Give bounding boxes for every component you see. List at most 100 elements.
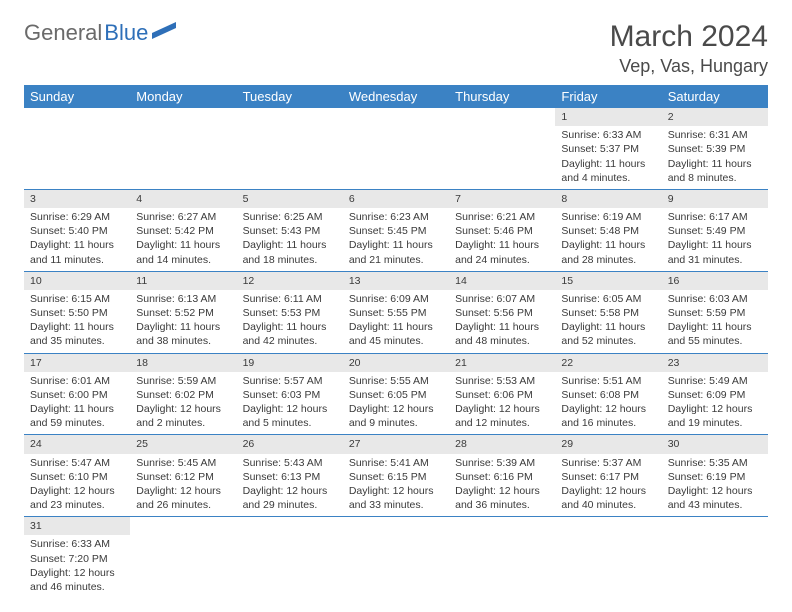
daylight-text: Daylight: 12 hours and 9 minutes. <box>349 402 443 430</box>
sunrise-text: Sunrise: 6:17 AM <box>668 210 762 224</box>
day-cell: Sunrise: 5:37 AMSunset: 6:17 PMDaylight:… <box>555 454 661 517</box>
sunrise-text: Sunrise: 5:55 AM <box>349 374 443 388</box>
sunset-text: Sunset: 5:37 PM <box>561 142 655 156</box>
daylight-text: Daylight: 12 hours and 5 minutes. <box>243 402 337 430</box>
day-cell <box>130 535 236 598</box>
day-number-cell: 29 <box>555 435 661 454</box>
day-number-cell: 16 <box>662 271 768 290</box>
sunset-text: Sunset: 5:58 PM <box>561 306 655 320</box>
day-number-cell: 3 <box>24 189 130 208</box>
day-cell: Sunrise: 5:43 AMSunset: 6:13 PMDaylight:… <box>237 454 343 517</box>
sunset-text: Sunset: 5:40 PM <box>30 224 124 238</box>
daylight-text: Daylight: 11 hours and 59 minutes. <box>30 402 124 430</box>
day-cell: Sunrise: 5:59 AMSunset: 6:02 PMDaylight:… <box>130 372 236 435</box>
day-header: Wednesday <box>343 85 449 108</box>
day-cell: Sunrise: 6:11 AMSunset: 5:53 PMDaylight:… <box>237 290 343 353</box>
sunset-text: Sunset: 5:39 PM <box>668 142 762 156</box>
sunrise-text: Sunrise: 6:05 AM <box>561 292 655 306</box>
sunset-text: Sunset: 5:52 PM <box>136 306 230 320</box>
sunrise-text: Sunrise: 6:23 AM <box>349 210 443 224</box>
daylight-text: Daylight: 11 hours and 18 minutes. <box>243 238 337 266</box>
daylight-text: Daylight: 12 hours and 12 minutes. <box>455 402 549 430</box>
daylight-text: Daylight: 11 hours and 48 minutes. <box>455 320 549 348</box>
daylight-text: Daylight: 11 hours and 14 minutes. <box>136 238 230 266</box>
daylight-text: Daylight: 11 hours and 11 minutes. <box>30 238 124 266</box>
daylight-text: Daylight: 11 hours and 4 minutes. <box>561 157 655 185</box>
sunset-text: Sunset: 5:53 PM <box>243 306 337 320</box>
sunset-text: Sunset: 5:59 PM <box>668 306 762 320</box>
sunset-text: Sunset: 5:55 PM <box>349 306 443 320</box>
sunset-text: Sunset: 6:10 PM <box>30 470 124 484</box>
location: Vep, Vas, Hungary <box>610 56 768 77</box>
daylight-text: Daylight: 12 hours and 33 minutes. <box>349 484 443 512</box>
day-cell <box>449 126 555 189</box>
day-number-cell: 21 <box>449 353 555 372</box>
sunset-text: Sunset: 6:05 PM <box>349 388 443 402</box>
day-number-cell <box>130 108 236 126</box>
day-cell: Sunrise: 6:25 AMSunset: 5:43 PMDaylight:… <box>237 208 343 271</box>
sunset-text: Sunset: 7:20 PM <box>30 552 124 566</box>
day-cell: Sunrise: 6:19 AMSunset: 5:48 PMDaylight:… <box>555 208 661 271</box>
sunrise-text: Sunrise: 6:27 AM <box>136 210 230 224</box>
day-number-cell: 30 <box>662 435 768 454</box>
day-number-cell <box>555 517 661 536</box>
day-number-cell <box>662 517 768 536</box>
day-number-cell: 27 <box>343 435 449 454</box>
daylight-text: Daylight: 11 hours and 35 minutes. <box>30 320 124 348</box>
daylight-text: Daylight: 11 hours and 21 minutes. <box>349 238 443 266</box>
day-number-cell <box>237 517 343 536</box>
sunset-text: Sunset: 5:46 PM <box>455 224 549 238</box>
day-number-cell: 23 <box>662 353 768 372</box>
day-number-cell <box>237 108 343 126</box>
day-number-cell: 19 <box>237 353 343 372</box>
sunset-text: Sunset: 6:08 PM <box>561 388 655 402</box>
sunrise-text: Sunrise: 6:33 AM <box>30 537 124 551</box>
day-cell <box>24 126 130 189</box>
day-number-cell: 25 <box>130 435 236 454</box>
sunrise-text: Sunrise: 5:35 AM <box>668 456 762 470</box>
day-number-cell <box>343 517 449 536</box>
sunset-text: Sunset: 6:17 PM <box>561 470 655 484</box>
title-block: March 2024 Vep, Vas, Hungary <box>610 20 768 77</box>
sunrise-text: Sunrise: 5:59 AM <box>136 374 230 388</box>
day-cell: Sunrise: 6:13 AMSunset: 5:52 PMDaylight:… <box>130 290 236 353</box>
day-cell: Sunrise: 6:17 AMSunset: 5:49 PMDaylight:… <box>662 208 768 271</box>
day-cell <box>237 535 343 598</box>
day-cell <box>555 535 661 598</box>
daylight-text: Daylight: 11 hours and 8 minutes. <box>668 157 762 185</box>
day-number-cell: 2 <box>662 108 768 126</box>
day-cell: Sunrise: 6:23 AMSunset: 5:45 PMDaylight:… <box>343 208 449 271</box>
daylight-text: Daylight: 12 hours and 23 minutes. <box>30 484 124 512</box>
day-number-cell: 1 <box>555 108 661 126</box>
sunrise-text: Sunrise: 6:19 AM <box>561 210 655 224</box>
day-number-cell: 20 <box>343 353 449 372</box>
daylight-text: Daylight: 11 hours and 38 minutes. <box>136 320 230 348</box>
sunrise-text: Sunrise: 6:31 AM <box>668 128 762 142</box>
day-cell: Sunrise: 5:57 AMSunset: 6:03 PMDaylight:… <box>237 372 343 435</box>
sunrise-text: Sunrise: 5:43 AM <box>243 456 337 470</box>
day-number-cell: 24 <box>24 435 130 454</box>
sunset-text: Sunset: 6:02 PM <box>136 388 230 402</box>
sunset-text: Sunset: 6:09 PM <box>668 388 762 402</box>
sunrise-text: Sunrise: 6:15 AM <box>30 292 124 306</box>
day-number-cell: 11 <box>130 271 236 290</box>
sunset-text: Sunset: 5:50 PM <box>30 306 124 320</box>
sunrise-text: Sunrise: 5:45 AM <box>136 456 230 470</box>
sunrise-text: Sunrise: 6:09 AM <box>349 292 443 306</box>
header: GeneralBlue March 2024 Vep, Vas, Hungary <box>24 20 768 77</box>
day-header: Monday <box>130 85 236 108</box>
day-cell: Sunrise: 5:51 AMSunset: 6:08 PMDaylight:… <box>555 372 661 435</box>
sunrise-text: Sunrise: 5:49 AM <box>668 374 762 388</box>
sunrise-text: Sunrise: 6:03 AM <box>668 292 762 306</box>
daylight-text: Daylight: 12 hours and 29 minutes. <box>243 484 337 512</box>
day-number-cell: 18 <box>130 353 236 372</box>
day-number-cell <box>449 517 555 536</box>
sunset-text: Sunset: 5:49 PM <box>668 224 762 238</box>
day-number-cell: 31 <box>24 517 130 536</box>
daylight-text: Daylight: 11 hours and 28 minutes. <box>561 238 655 266</box>
day-header: Friday <box>555 85 661 108</box>
sunset-text: Sunset: 5:45 PM <box>349 224 443 238</box>
sunset-text: Sunset: 6:06 PM <box>455 388 549 402</box>
day-number-cell: 5 <box>237 189 343 208</box>
sunrise-text: Sunrise: 5:37 AM <box>561 456 655 470</box>
